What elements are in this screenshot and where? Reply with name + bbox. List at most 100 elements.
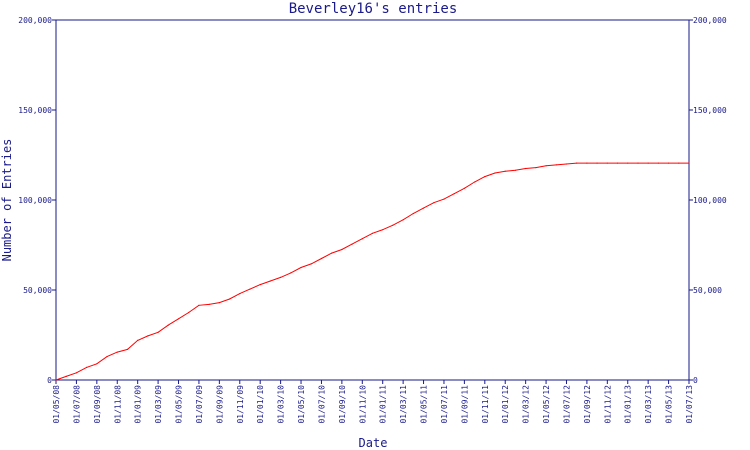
x-tick-label: 01/01/12 bbox=[501, 385, 510, 424]
y-tick-label-left: 0 bbox=[47, 376, 52, 385]
data-point bbox=[167, 324, 169, 326]
data-point bbox=[320, 257, 323, 260]
data-point bbox=[392, 224, 394, 226]
y-tick-label-right: 150,000 bbox=[693, 106, 727, 115]
x-tick-label: 01/01/13 bbox=[624, 385, 633, 424]
data-point bbox=[341, 248, 343, 251]
data-point bbox=[535, 167, 537, 169]
data-point bbox=[331, 252, 333, 254]
x-tick-label: 01/09/09 bbox=[215, 385, 224, 424]
data-point bbox=[412, 212, 414, 215]
data-point bbox=[126, 348, 129, 350]
x-tick-label: 01/01/11 bbox=[379, 385, 388, 424]
y-tick-label-right: 200,000 bbox=[693, 16, 727, 25]
data-point bbox=[86, 366, 88, 368]
x-tick-label: 01/11/11 bbox=[481, 385, 490, 424]
data-point bbox=[565, 163, 568, 165]
data-point bbox=[269, 280, 271, 282]
data-point bbox=[239, 293, 241, 295]
data-point bbox=[116, 351, 118, 353]
y-tick-label-left: 100,000 bbox=[18, 196, 52, 205]
x-tick-label: 01/07/11 bbox=[440, 385, 449, 424]
data-point bbox=[198, 304, 200, 306]
data-point bbox=[208, 303, 210, 305]
x-tick-label: 01/07/12 bbox=[562, 385, 571, 424]
data-point bbox=[351, 243, 353, 245]
data-point bbox=[300, 266, 302, 269]
data-point bbox=[494, 172, 496, 174]
x-tick-label: 01/07/10 bbox=[317, 385, 326, 424]
data-point bbox=[555, 164, 557, 166]
x-tick-label: 01/01/10 bbox=[256, 385, 265, 424]
x-tick-label: 01/03/10 bbox=[277, 385, 286, 424]
x-tick-label: 01/03/11 bbox=[399, 385, 408, 424]
data-point bbox=[596, 162, 598, 164]
x-tick-label: 01/05/08 bbox=[52, 385, 61, 424]
data-point bbox=[229, 298, 231, 300]
data-point bbox=[422, 207, 425, 209]
y-tick-label-right: 100,000 bbox=[693, 196, 727, 205]
series-layer bbox=[55, 162, 690, 381]
x-tick-label: 01/11/10 bbox=[358, 385, 367, 424]
x-tick-label: 01/11/08 bbox=[113, 385, 122, 424]
data-point bbox=[218, 302, 220, 304]
x-tick-label: 01/03/12 bbox=[522, 385, 531, 424]
y-axis-label: Number of Entries bbox=[0, 139, 14, 262]
data-point bbox=[259, 284, 261, 286]
data-point bbox=[627, 162, 629, 164]
data-point bbox=[616, 162, 619, 164]
data-point bbox=[157, 331, 159, 333]
data-point bbox=[606, 162, 608, 164]
data-point bbox=[657, 162, 660, 164]
y-tick-label-right: 0 bbox=[693, 376, 698, 385]
data-point bbox=[371, 232, 374, 234]
y-tick-label-left: 200,000 bbox=[18, 16, 52, 25]
x-tick-label: 01/07/13 bbox=[685, 385, 694, 424]
x-tick-label: 01/01/09 bbox=[134, 385, 143, 424]
x-axis-label: Date bbox=[359, 436, 388, 450]
x-tick-label: 01/09/11 bbox=[460, 385, 469, 424]
data-point bbox=[545, 165, 547, 167]
y-tick-label-left: 50,000 bbox=[23, 286, 52, 295]
data-point bbox=[525, 167, 527, 170]
x-tick-label: 01/11/12 bbox=[603, 385, 612, 424]
plot-border bbox=[55, 19, 690, 381]
data-point bbox=[514, 169, 517, 171]
data-point bbox=[177, 318, 180, 320]
data-point bbox=[310, 263, 312, 265]
x-tick-label: 01/07/08 bbox=[72, 385, 81, 424]
y-tick-label-left: 150,000 bbox=[18, 106, 52, 115]
chart-title: Beverley16's entries bbox=[289, 1, 458, 17]
x-tick-label: 01/11/09 bbox=[236, 385, 245, 424]
data-point bbox=[75, 372, 77, 374]
data-point bbox=[290, 272, 292, 274]
plot-frame bbox=[55, 19, 690, 381]
x-tick-label: 01/09/10 bbox=[338, 385, 347, 424]
y-axis-left: 0 50,000 100,000 150,000 200,000 bbox=[18, 16, 56, 385]
x-tick-label: 01/05/10 bbox=[297, 385, 306, 424]
data-point bbox=[280, 276, 282, 278]
data-point bbox=[576, 162, 578, 164]
x-tick-label: 01/03/09 bbox=[154, 385, 163, 424]
data-point bbox=[433, 202, 435, 204]
y-tick-label-right: 50,000 bbox=[693, 286, 722, 295]
data-point bbox=[55, 379, 57, 381]
x-tick-label: 01/05/09 bbox=[175, 385, 184, 424]
data-point bbox=[382, 229, 384, 231]
data-point bbox=[188, 311, 190, 314]
x-tick-label: 01/05/12 bbox=[542, 385, 551, 424]
data-point bbox=[147, 335, 149, 337]
data-point bbox=[688, 162, 690, 164]
data-point bbox=[137, 339, 139, 341]
x-tick-label: 01/09/08 bbox=[93, 385, 102, 424]
data-point bbox=[453, 193, 455, 195]
data-point bbox=[361, 238, 363, 240]
data-point bbox=[443, 198, 445, 200]
x-tick-label: 01/05/13 bbox=[665, 385, 674, 424]
data-point bbox=[484, 176, 486, 178]
data-point bbox=[668, 162, 670, 164]
data-point bbox=[106, 356, 108, 358]
data-point bbox=[249, 288, 251, 290]
x-tick-label: 01/09/12 bbox=[583, 385, 592, 424]
data-point bbox=[678, 162, 680, 164]
